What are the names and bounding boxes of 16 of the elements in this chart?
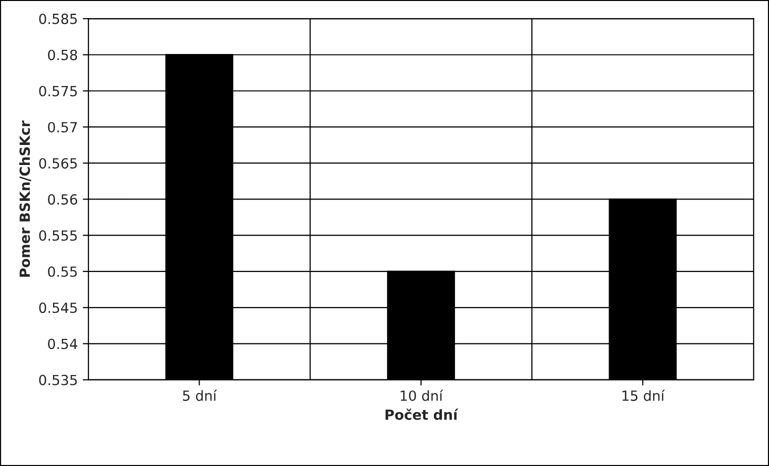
y-tick-label: 0.575: [39, 86, 77, 96]
y-tick-label: 0.555: [39, 230, 77, 241]
x-tick-label: 5 dní: [183, 390, 218, 401]
y-tick-label: 0.545: [39, 302, 77, 314]
x-tick-label: 15 dní: [622, 390, 665, 401]
y-tick-label: 0.54: [48, 338, 78, 350]
x-axis-title: Počet dní: [386, 408, 458, 420]
x-tick-label: 10 dní: [400, 390, 444, 401]
y-tick-label: 0.58: [48, 50, 78, 60]
y-tick-label: 0.56: [48, 194, 78, 205]
y-tick-label: 0.55: [48, 266, 77, 277]
y-tick-label: 0.57: [48, 122, 77, 132]
y-axis-title: Pomer BSKn/ChSKcr: [19, 120, 32, 277]
y-tick-label: 0.585: [39, 14, 77, 24]
y-tick-label: 0.565: [39, 158, 77, 169]
y-tick-label: 0.535: [39, 374, 77, 386]
